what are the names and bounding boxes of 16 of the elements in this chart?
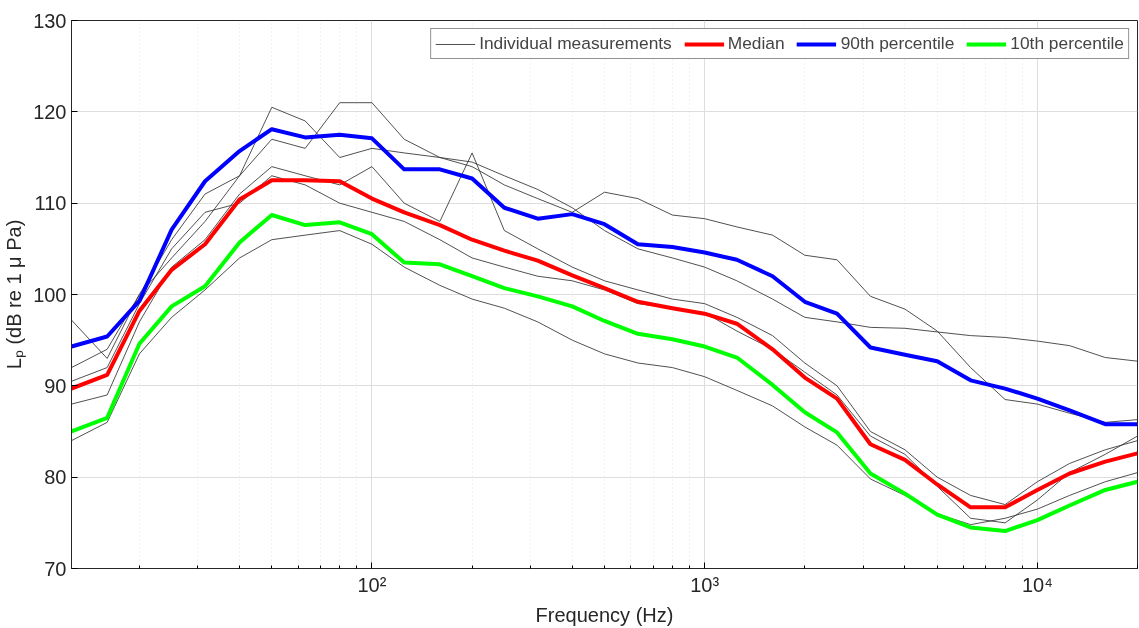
y-tick-label: 100 — [33, 283, 67, 306]
x-axis-title: Frequency (Hz) — [535, 603, 674, 626]
legend-label: 90th percentile — [840, 33, 955, 54]
y-tick-label: 120 — [33, 100, 67, 123]
legend-label: 10th percentile — [1010, 33, 1124, 54]
x-tick-label: 10³ — [690, 573, 720, 596]
y-tick-label: 80 — [44, 466, 67, 489]
legend-label: Median — [727, 33, 785, 54]
y-tick-label: 70 — [44, 557, 67, 580]
y-tick-label: 130 — [33, 9, 67, 32]
y-tick-label: 110 — [34, 192, 67, 215]
x-tick-label: 10² — [357, 573, 387, 596]
y-tick-label: 90 — [44, 374, 67, 397]
legend-label: Individual measurements — [479, 33, 672, 54]
x-tick-label: 10⁴ — [1021, 573, 1053, 596]
y-axis-title: Lₚ (dB re 1 μ Pa) — [3, 219, 27, 370]
